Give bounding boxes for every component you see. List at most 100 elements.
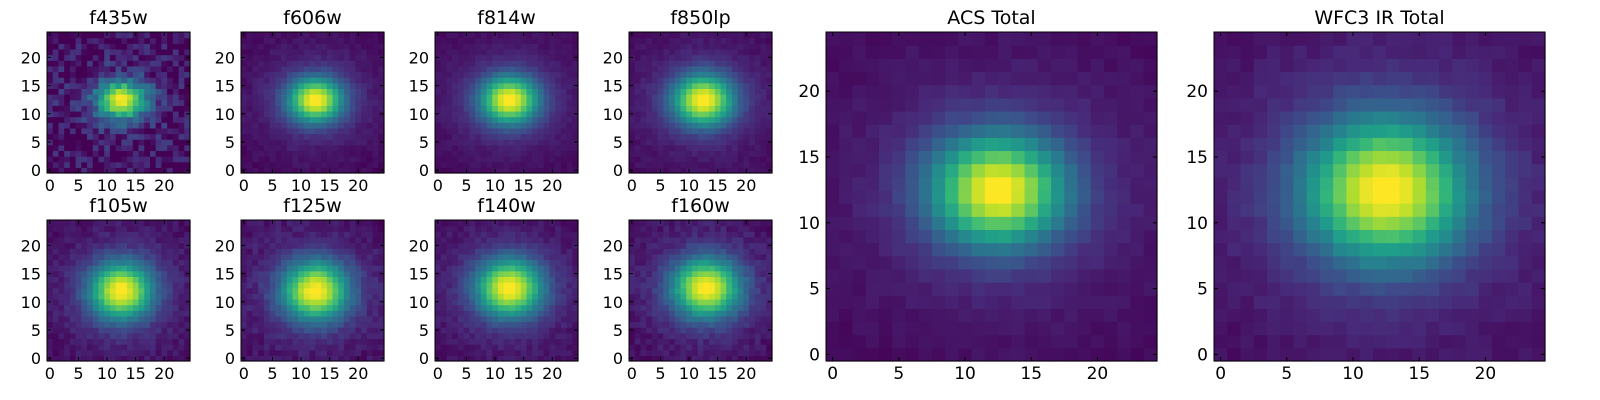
heatmap-cell	[492, 77, 499, 84]
heatmap-cell	[378, 144, 385, 152]
heatmap-cell	[298, 37, 305, 44]
heatmap-cell	[463, 43, 470, 50]
heatmap-cell	[686, 110, 693, 118]
heatmap-cell	[503, 349, 510, 356]
heatmap-cell	[47, 105, 54, 112]
heatmap-cell	[657, 88, 664, 95]
heatmap-cell	[263, 127, 271, 135]
heatmap-cell	[366, 259, 374, 266]
heatmap-cell	[737, 43, 744, 50]
heatmap-cell	[537, 110, 545, 118]
heatmap-cell	[372, 139, 379, 146]
heatmap-cell	[98, 225, 105, 232]
heatmap-cell	[509, 310, 516, 317]
heatmap-cell	[457, 310, 465, 317]
heatmap-cell	[252, 276, 259, 283]
heatmap-cell	[720, 287, 727, 294]
heatmap-cell	[361, 270, 368, 277]
heatmap-cell	[92, 355, 100, 362]
heatmap-cell	[709, 282, 716, 289]
x-tick-label: 15	[319, 176, 339, 195]
heatmap-cell	[731, 338, 739, 345]
heatmap-cell	[457, 315, 465, 323]
heatmap-cell	[497, 259, 505, 266]
heatmap-cell	[338, 225, 345, 232]
heatmap-cell	[720, 315, 727, 323]
heatmap-cell	[132, 315, 140, 323]
heatmap-cell	[149, 349, 157, 356]
heatmap-cell	[321, 133, 328, 140]
heatmap-cell	[241, 321, 248, 328]
heatmap-cell	[634, 122, 642, 129]
heatmap-cell	[275, 236, 282, 244]
heatmap-cell	[503, 293, 510, 300]
heatmap-cell	[532, 110, 539, 118]
heatmap-cell	[560, 105, 568, 112]
heatmap-cell	[338, 293, 345, 300]
heatmap-cell	[104, 231, 111, 238]
heatmap-cell	[726, 43, 733, 50]
heatmap-cell	[680, 127, 687, 135]
heatmap-cell	[81, 139, 88, 146]
heatmap-cell	[172, 37, 180, 44]
heatmap-cell	[378, 43, 385, 50]
heatmap-cell	[446, 65, 453, 73]
heatmap-cell	[697, 355, 704, 362]
heatmap-cell	[263, 282, 271, 289]
heatmap-cell	[669, 338, 676, 345]
heatmap-cell	[269, 43, 276, 50]
heatmap-cell	[241, 150, 248, 157]
heatmap-cell	[497, 82, 505, 89]
heatmap-cell	[566, 94, 573, 101]
heatmap-cell	[315, 133, 322, 140]
heatmap-cell	[475, 116, 482, 123]
heatmap-cell	[161, 293, 168, 300]
heatmap-cell	[52, 287, 60, 294]
heatmap-cell	[457, 82, 465, 89]
heatmap-cell	[121, 304, 128, 311]
heatmap-cell	[241, 315, 248, 323]
heatmap-cell	[709, 116, 716, 123]
heatmap-cell	[269, 231, 276, 238]
heatmap-cell	[634, 32, 642, 39]
heatmap-cell	[81, 48, 88, 56]
heatmap-cell	[497, 37, 505, 44]
heatmap-cell	[144, 116, 151, 123]
heatmap-cell	[475, 32, 482, 39]
heatmap-cell	[492, 231, 499, 238]
heatmap-cell	[275, 344, 282, 351]
heatmap-cell	[669, 282, 676, 289]
heatmap-cell	[703, 82, 710, 89]
heatmap-cell	[47, 94, 54, 101]
heatmap-cell	[303, 77, 311, 84]
heatmap-cell	[537, 99, 545, 106]
heatmap-cell	[178, 270, 185, 277]
heatmap-cell	[87, 94, 94, 101]
heatmap-cell	[47, 236, 54, 244]
heatmap-cell	[241, 122, 248, 129]
heatmap-cell	[343, 77, 351, 84]
heatmap-cell	[258, 116, 265, 123]
heatmap-cell	[691, 349, 699, 356]
heatmap-cell	[326, 139, 334, 146]
heatmap-cell	[446, 144, 453, 152]
heatmap-cell	[69, 150, 77, 157]
heatmap-cell	[555, 43, 562, 50]
heatmap-cell	[446, 265, 453, 272]
heatmap-cell	[475, 270, 482, 277]
heatmap-cell	[155, 270, 162, 277]
heatmap-cell	[241, 94, 248, 101]
heatmap-cell	[731, 287, 739, 294]
heatmap-cell	[372, 77, 379, 84]
heatmap-cell	[566, 253, 573, 261]
heatmap-cell	[315, 150, 322, 157]
heatmap-cell	[326, 156, 334, 163]
heatmap-cell	[572, 122, 579, 129]
heatmap-cell	[121, 60, 128, 67]
heatmap-cell	[686, 48, 693, 56]
heatmap-cell	[737, 65, 744, 73]
heatmap-cell	[509, 321, 516, 328]
heatmap-cell	[486, 144, 493, 152]
heatmap-cell	[47, 310, 54, 317]
